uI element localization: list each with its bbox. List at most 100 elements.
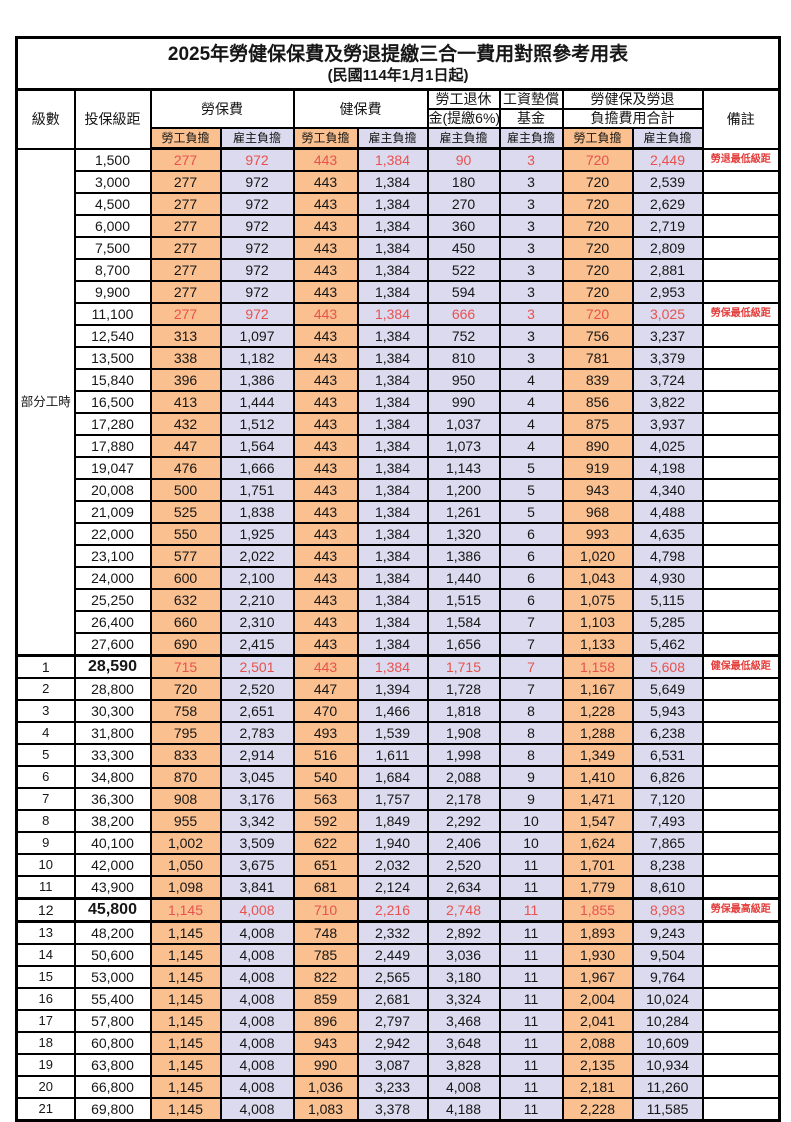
cell-li_emp: 500	[149, 478, 222, 502]
cell-tot_er: 2,809	[631, 236, 704, 260]
cell-fund: 5	[498, 478, 564, 502]
cell-li_er: 4,008	[219, 1031, 295, 1055]
cell-hi_emp: 443	[292, 632, 359, 657]
cell-fund: 4	[498, 434, 564, 458]
cell-li_emp: 1,050	[149, 853, 222, 877]
cell-pension: 1,728	[426, 677, 501, 701]
cell-bracket: 21,009	[73, 500, 152, 524]
cell-li_er: 972	[219, 280, 295, 304]
cell-hi_emp: 443	[292, 434, 359, 458]
cell-hi_emp: 943	[292, 1031, 359, 1055]
cell-fund: 6	[498, 544, 564, 568]
subheader-total-employer: 雇主負擔	[631, 127, 704, 150]
cell-fund: 3	[498, 236, 564, 260]
cell-li_er: 4,008	[219, 987, 295, 1011]
cell-pension: 270	[426, 192, 501, 216]
cell-hi_er: 2,032	[356, 853, 429, 877]
cell-tot_er: 3,724	[631, 368, 704, 392]
cell-hi_er: 2,681	[356, 987, 429, 1011]
cell-pension: 950	[426, 368, 501, 392]
cell-hi_er: 1,384	[356, 566, 429, 590]
cell-level: 21	[15, 1097, 76, 1122]
cell-hi_emp: 516	[292, 743, 359, 767]
cell-li_emp: 600	[149, 566, 222, 590]
cell-remark: 勞保最高級距	[701, 897, 781, 923]
cell-tot_er: 9,504	[631, 943, 704, 967]
cell-fund: 11	[498, 943, 564, 967]
cell-remark	[701, 610, 781, 634]
cell-pension: 1,908	[426, 721, 501, 745]
cell-remark	[701, 280, 781, 304]
cell-fund: 8	[498, 699, 564, 723]
cell-hi_emp: 681	[292, 875, 359, 900]
cell-pension: 3,036	[426, 943, 501, 967]
cell-hi_emp: 443	[292, 258, 359, 282]
cell-tot_er: 3,025	[631, 302, 704, 326]
cell-bracket: 36,300	[73, 787, 152, 811]
cell-pension: 3,324	[426, 987, 501, 1011]
cell-tot_er: 7,120	[631, 787, 704, 811]
cell-remark	[701, 236, 781, 260]
cell-tot_er: 9,243	[631, 920, 704, 945]
cell-tot_er: 5,115	[631, 588, 704, 612]
cell-li_er: 972	[219, 258, 295, 282]
cell-li_er: 1,444	[219, 390, 295, 414]
page-title: 2025年勞健保保費及勞退提繳三合一費用對照參考用表	[167, 43, 629, 65]
cell-hi_emp: 443	[292, 368, 359, 392]
cell-hi_er: 1,384	[356, 632, 429, 657]
table-row: 9 40,100 1,002 3,509 622 1,940 2,406 10 1,624 7,8…	[15, 831, 781, 855]
table-row: 1 28,590 715 2,501 443 1,384 1,715 7 1,158 5,608 健…	[15, 654, 781, 679]
cell-hi_emp: 651	[292, 853, 359, 877]
cell-tot_emp: 720	[561, 192, 634, 216]
cell-bracket: 1,500	[73, 147, 152, 172]
cell-li_er: 972	[219, 236, 295, 260]
cell-tot_er: 2,629	[631, 192, 704, 216]
cell-bracket: 66,800	[73, 1075, 152, 1099]
cell-pension: 3,180	[426, 965, 501, 989]
cell-level: 3	[15, 699, 76, 723]
cell-li_emp: 1,145	[149, 920, 222, 945]
cell-hi_er: 1,384	[356, 500, 429, 524]
cell-li_emp: 277	[149, 302, 222, 326]
cell-tot_emp: 1,133	[561, 632, 634, 657]
cell-tot_er: 2,449	[631, 147, 704, 172]
cell-pension: 1,261	[426, 500, 501, 524]
cell-level: 17	[15, 1009, 76, 1033]
cell-hi_er: 1,384	[356, 522, 429, 546]
cell-level: 19	[15, 1053, 76, 1077]
cell-tot_er: 8,983	[631, 897, 704, 923]
subheader-health-employee: 勞工負擔	[292, 127, 359, 150]
cell-remark	[701, 1009, 781, 1033]
cell-hi_er: 3,087	[356, 1053, 429, 1077]
cell-bracket: 31,800	[73, 721, 152, 745]
cell-fund: 11	[498, 875, 564, 900]
cell-pension: 594	[426, 280, 501, 304]
cell-tot_emp: 1,547	[561, 809, 634, 833]
cell-hi_emp: 443	[292, 214, 359, 238]
cell-li_er: 3,045	[219, 765, 295, 789]
cell-bracket: 53,000	[73, 965, 152, 989]
cell-tot_er: 2,539	[631, 170, 704, 194]
cell-tot_emp: 1,043	[561, 566, 634, 590]
cell-li_emp: 277	[149, 236, 222, 260]
table-row: 24,000 600 2,100 443 1,384 1,440 6 1,043 4,930	[17, 566, 781, 590]
cell-li_er: 2,501	[219, 654, 295, 679]
cell-remark	[701, 987, 781, 1011]
cell-fund: 11	[498, 1053, 564, 1077]
table-row: 5 33,300 833 2,914 516 1,611 1,998 8 1,349 6,531	[15, 743, 781, 767]
cell-level: 6	[15, 765, 76, 789]
cell-li_emp: 396	[149, 368, 222, 392]
table-row: 3 30,300 758 2,651 470 1,466 1,818 8 1,228 5,943	[15, 699, 781, 723]
header-fund-line1: 工資墊償	[498, 88, 564, 110]
table-row: 15 53,000 1,145 4,008 822 2,565 3,180 11 1,967 9,…	[15, 965, 781, 989]
table-row: 3,000 277 972 443 1,384 180 3 720 2,539	[17, 170, 781, 194]
cell-hi_er: 1,384	[356, 478, 429, 502]
cell-hi_er: 2,449	[356, 943, 429, 967]
table-row: 12 45,800 1,145 4,008 710 2,216 2,748 11 1,855 8,…	[15, 897, 781, 923]
cell-tot_emp: 2,088	[561, 1031, 634, 1055]
cell-hi_er: 1,384	[356, 147, 429, 172]
cell-fund: 7	[498, 632, 564, 657]
cell-bracket: 23,100	[73, 544, 152, 568]
cell-li_emp: 758	[149, 699, 222, 723]
